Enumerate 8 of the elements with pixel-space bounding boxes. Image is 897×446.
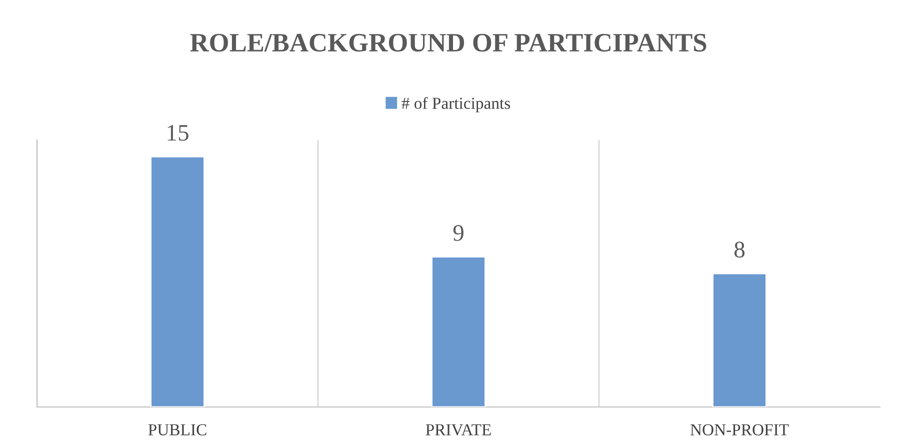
legend-label: # of Participants xyxy=(402,97,510,112)
x-tick-label: NON-PROFIT xyxy=(690,424,789,436)
x-tick-label: PUBLIC xyxy=(148,424,206,436)
chart-title: ROLE/BACKGROUND OF PARTICIPANTS xyxy=(190,34,706,52)
data-label: 8 xyxy=(734,242,745,258)
x-tick-label: PRIVATE xyxy=(426,424,491,436)
data-label: 9 xyxy=(453,225,464,241)
data-label: 15 xyxy=(168,124,188,141)
